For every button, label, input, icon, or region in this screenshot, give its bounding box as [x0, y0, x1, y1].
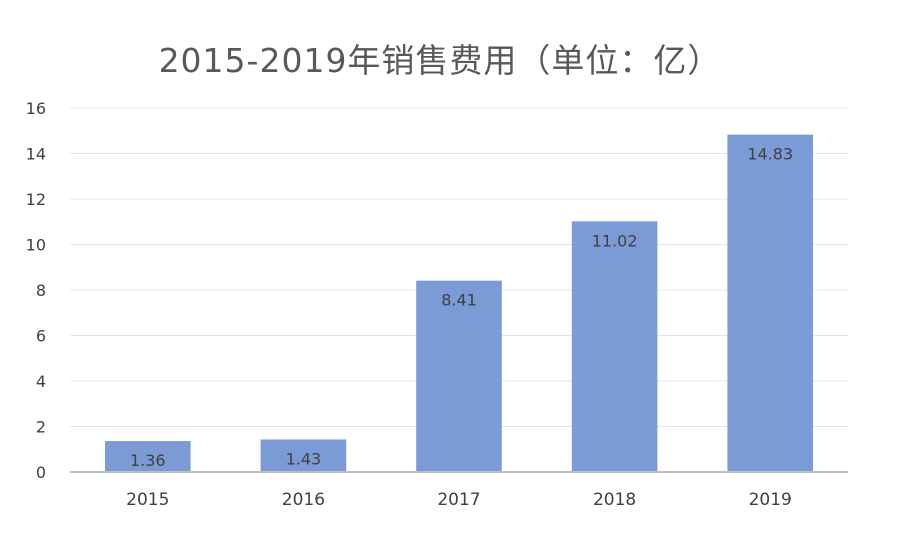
x-tick-label: 2015 — [126, 490, 169, 510]
bars — [105, 134, 813, 472]
x-axis: 2015 2016 2017 2018 2019 — [70, 471, 848, 510]
data-label-2017: 8.41 — [441, 291, 477, 310]
x-tick-label: 2016 — [282, 490, 325, 510]
bar-2015 — [105, 441, 191, 472]
y-tick-label: 2 — [36, 418, 46, 437]
chart-title: 2015-2019年销售费用（单位：亿） — [158, 41, 722, 80]
y-tick-label: 16 — [26, 99, 46, 118]
x-tick-label: 2019 — [749, 490, 792, 510]
x-tick-label: 2018 — [593, 490, 636, 510]
data-label-2015: 1.36 — [130, 451, 166, 470]
data-label-2016: 1.43 — [286, 449, 322, 468]
y-tick-label: 10 — [26, 236, 46, 255]
x-tick-label: 2017 — [437, 490, 480, 510]
bar-2018 — [571, 221, 658, 472]
y-tick-label: 6 — [36, 327, 46, 346]
y-tick-label: 8 — [36, 281, 46, 300]
y-tick-label: 12 — [26, 190, 46, 209]
y-axis-ticks: 0 2 4 6 8 10 12 14 16 — [26, 99, 46, 482]
data-label-2019: 14.83 — [747, 145, 793, 164]
bar-2016 — [260, 439, 347, 472]
y-tick-label: 4 — [36, 372, 46, 391]
data-labels: 1.36 1.43 8.41 11.02 14.83 — [130, 145, 793, 470]
y-tick-label: 0 — [36, 463, 46, 482]
y-tick-label: 14 — [26, 145, 46, 164]
data-label-2018: 11.02 — [592, 231, 638, 250]
bar-2017 — [416, 280, 502, 472]
bar-2019 — [727, 134, 813, 472]
